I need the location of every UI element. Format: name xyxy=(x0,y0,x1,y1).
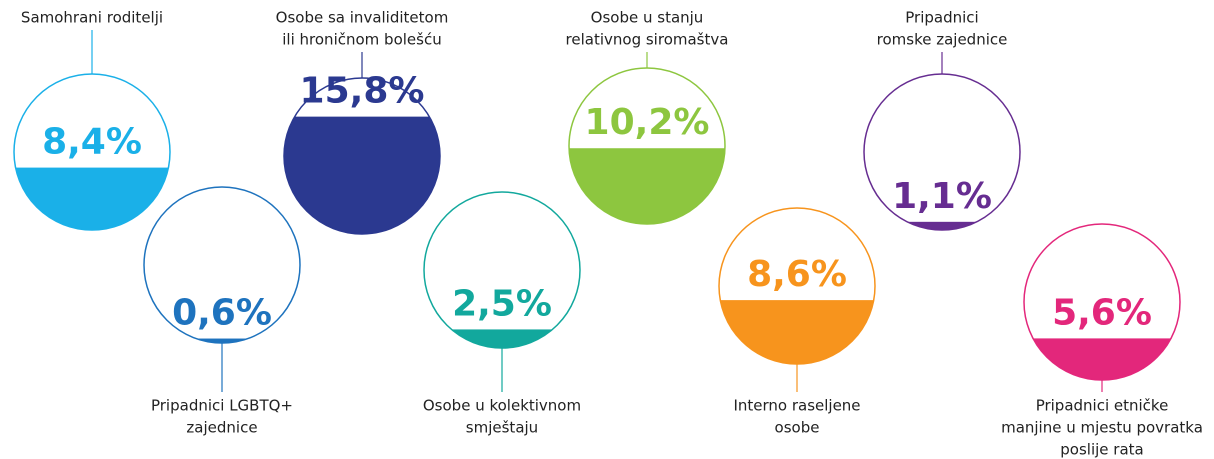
value-label: 0,6% xyxy=(172,293,272,334)
fill-level xyxy=(1024,338,1180,380)
value-label: 5,6% xyxy=(1052,292,1152,333)
category-label: smještaju xyxy=(466,419,538,437)
category-label: Osobe u stanju xyxy=(591,9,704,27)
category-label: Osobe sa invaliditetom xyxy=(276,9,449,27)
fill-level xyxy=(284,116,440,234)
category-label: osobe xyxy=(775,419,820,437)
fill-level xyxy=(424,329,580,348)
category-label: relativnog siromaštva xyxy=(566,31,729,49)
category-label: manjine u mjestu povratka xyxy=(1001,419,1203,437)
category-label: Pripadnici LGBTQ+ xyxy=(151,397,293,415)
fill-level xyxy=(144,338,300,343)
value-label: 1,1% xyxy=(892,176,992,217)
category-label: zajednice xyxy=(186,419,257,437)
value-label: 10,2% xyxy=(585,102,710,143)
category-label: romske zajednice xyxy=(877,31,1008,49)
category-label: Samohrani roditelji xyxy=(21,9,163,27)
category-label: ili hroničnom bolešću xyxy=(282,31,441,49)
fill-level xyxy=(719,300,875,364)
category-label: Interno raseljene xyxy=(733,397,860,415)
circle-outline xyxy=(423,191,581,349)
category-label: poslije rata xyxy=(1060,441,1143,459)
value-label: 8,4% xyxy=(42,122,142,163)
fill-level xyxy=(569,148,725,224)
value-label: 8,6% xyxy=(747,254,847,295)
fill-level xyxy=(864,221,1020,230)
category-label: Pripadnici xyxy=(905,9,978,27)
category-label: Osobe u kolektivnom xyxy=(423,397,581,415)
value-label: 2,5% xyxy=(452,283,552,324)
fill-level xyxy=(14,167,170,230)
category-label: Pripadnici etničke xyxy=(1036,397,1169,415)
